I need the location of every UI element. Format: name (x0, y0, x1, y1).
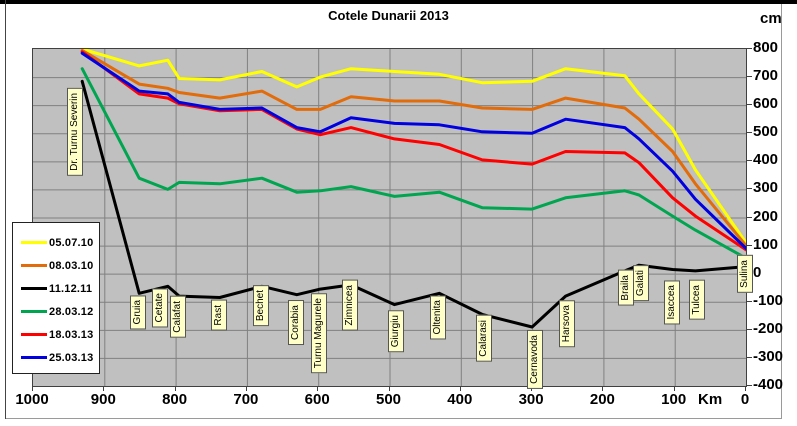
station-label: Bechet (252, 285, 269, 327)
legend-swatch (21, 264, 47, 267)
station-label: Sulina (737, 255, 753, 293)
station-label: Corabia (287, 300, 304, 346)
legend-item: 05.07.10 (21, 231, 99, 254)
x-axis-tick (103, 386, 105, 391)
station-label: Calarasi (476, 315, 493, 362)
legend-item: 11.12.11 (21, 277, 99, 300)
y-axis-tick (746, 188, 752, 190)
station-label: Braila (617, 270, 634, 306)
x-axis-tick (32, 386, 33, 391)
x-axis-tick (459, 386, 461, 391)
x-axis-tick-label: 900 (90, 391, 116, 408)
x-axis-tick (174, 386, 176, 391)
y-axis-tick-label: 800 (753, 39, 779, 56)
chart-title: Cotele Dunarii 2013 (328, 8, 449, 23)
y-axis-tick-label: -400 (753, 376, 784, 393)
x-axis-tick-label: 500 (375, 391, 402, 408)
x-axis-tick (745, 386, 746, 391)
legend-label: 18.03.13 (49, 328, 94, 341)
x-axis-tick (317, 386, 319, 391)
series-line-05.07.10 (80, 49, 746, 245)
y-axis-tick-label: 700 (753, 67, 779, 85)
station-label: Harsova (558, 300, 575, 348)
x-axis-tick-label: 800 (162, 391, 188, 408)
x-axis-tick-label: 1000 (15, 391, 49, 408)
y-axis-tick (746, 216, 752, 218)
y-axis-tick (746, 76, 752, 78)
station-label: Giurgiu (388, 310, 405, 353)
series-line-28.03.12 (80, 67, 746, 260)
series-line-25.03.13 (80, 51, 746, 250)
legend-label: 11.12.11 (49, 282, 93, 295)
left-border-bar (5, 0, 6, 419)
station-label: Turnu Magurele (311, 293, 328, 374)
legend-item: 25.03.13 (21, 346, 99, 369)
legend-item: 18.03.13 (21, 323, 99, 346)
station-label: Gruia (130, 295, 147, 330)
x-axis-tick-label: 600 (304, 391, 330, 408)
station-label: Galati (633, 265, 650, 302)
y-axis-tick-label: -300 (753, 347, 784, 365)
y-axis-tick (746, 300, 752, 302)
y-axis-tick-label: -100 (753, 291, 784, 309)
station-label: Isaccea (663, 280, 680, 325)
legend-swatch (21, 310, 47, 313)
legend-label: 25.03.13 (49, 351, 94, 364)
x-axis-tick-label: 700 (233, 391, 259, 408)
y-axis-tick-label: 200 (753, 207, 779, 225)
y-axis-tick (746, 104, 752, 106)
y-axis-tick-label: 100 (753, 235, 779, 253)
x-axis-tick-label: 100 (661, 391, 687, 408)
y-axis-tick (746, 132, 752, 134)
station-label: Cernavoda (527, 330, 544, 389)
y-axis-tick-label: 400 (753, 151, 779, 169)
y-axis-tick (746, 328, 752, 330)
x-axis-tick (673, 386, 675, 391)
x-axis-tick (602, 386, 604, 391)
top-border-bar (0, 0, 797, 4)
y-axis-tick (746, 356, 752, 358)
legend-swatch (21, 356, 47, 359)
y-axis-unit-label: cm (760, 10, 782, 27)
x-axis-tick-label: 200 (589, 391, 615, 408)
legend-swatch (21, 333, 47, 336)
y-axis-tick-label: 500 (753, 123, 779, 141)
x-axis-unit-label: Km (698, 391, 723, 408)
y-axis-tick (746, 48, 752, 49)
station-label: Oltenita (430, 295, 447, 340)
legend-label: 28.03.12 (49, 305, 94, 318)
station-label: Tulcea (689, 280, 706, 320)
y-axis-tick-label: 600 (753, 95, 779, 113)
y-axis-tick-label: -200 (753, 319, 784, 337)
legend-item: 28.03.12 (21, 300, 99, 323)
y-axis-tick (746, 160, 752, 162)
legend-item: 08.03.10 (21, 254, 99, 277)
legend: 05.07.10 08.03.10 11.12.11 28.03.12 18.03.13… (12, 222, 100, 374)
station-label: Calafat (170, 296, 187, 338)
legend-label: 05.07.10 (49, 236, 94, 249)
x-axis-tick-label: 400 (447, 391, 473, 408)
x-axis-tick-label: 300 (518, 391, 544, 408)
x-axis-tick-label: 0 (740, 391, 750, 408)
station-label: Rast (210, 300, 227, 331)
legend-swatch (21, 241, 47, 244)
legend-swatch (21, 287, 47, 290)
series-line-08.03.10 (80, 49, 746, 248)
station-label: Cetate (151, 288, 168, 328)
legend-label: 08.03.10 (49, 259, 94, 272)
station-label: Zimnicea (341, 280, 358, 331)
y-axis-tick-label: 0 (753, 263, 762, 281)
y-axis-tick (746, 385, 752, 386)
station-label: Dr. Turnu Severin (67, 88, 84, 176)
x-axis-tick (245, 386, 247, 391)
y-axis-tick (746, 244, 752, 246)
x-axis-tick (388, 386, 390, 391)
series-line-18.03.13 (80, 50, 746, 252)
y-axis-tick-label: 300 (753, 179, 779, 197)
